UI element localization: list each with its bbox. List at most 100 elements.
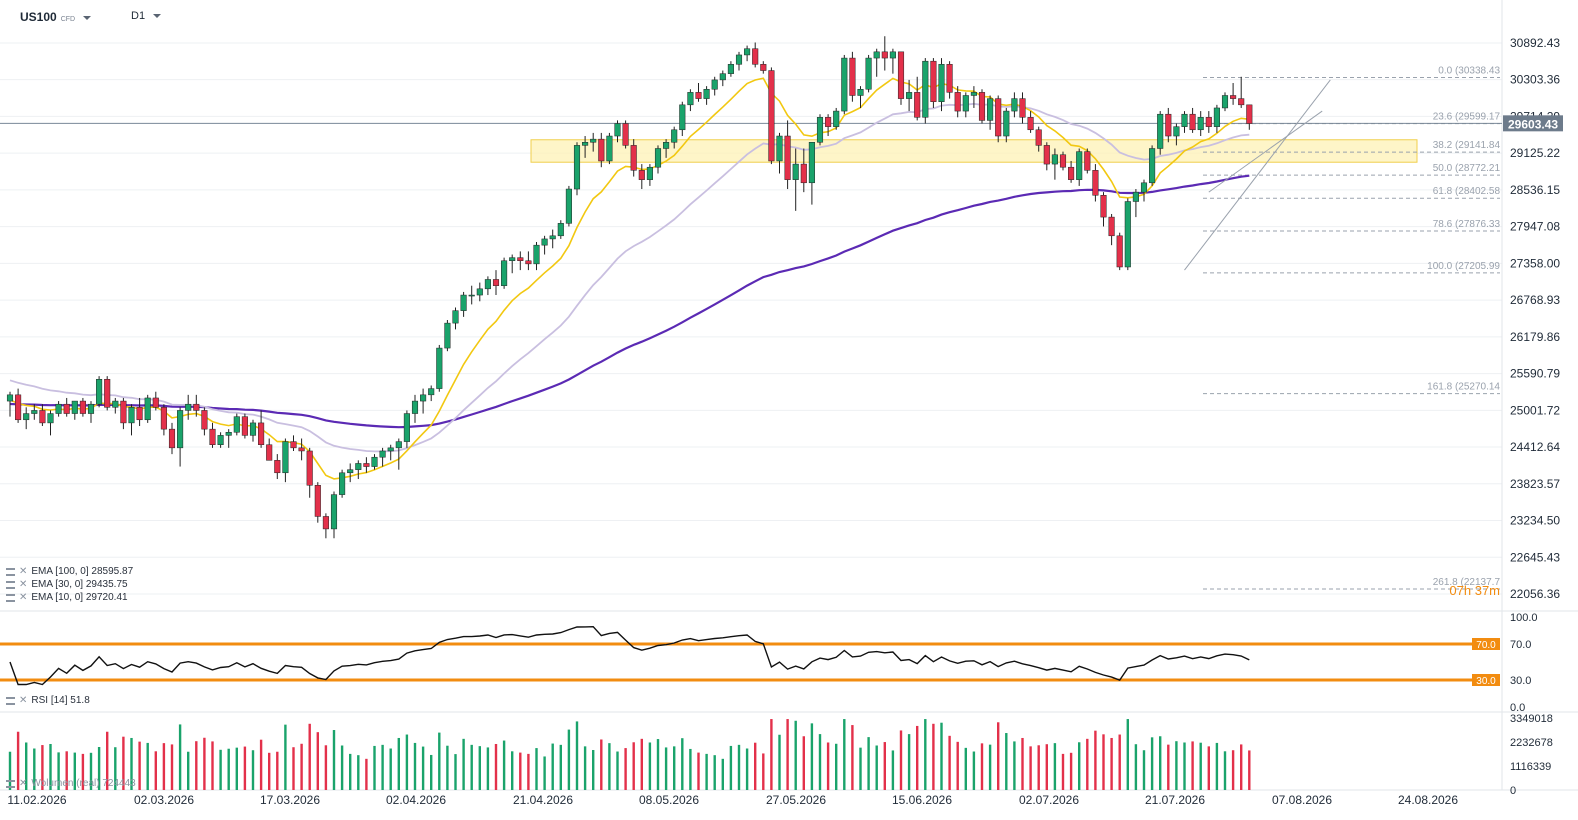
candle (152, 391, 159, 411)
volume-bar (97, 747, 101, 790)
candle-body (363, 463, 370, 467)
candle-body (217, 435, 224, 445)
candle-body (614, 123, 621, 137)
candle (881, 36, 888, 71)
candle-body (306, 450, 313, 486)
candle (104, 376, 111, 411)
candle (395, 438, 402, 470)
candle (6, 391, 14, 417)
candle (168, 422, 176, 455)
candle (573, 142, 581, 196)
candle-body (598, 138, 605, 162)
legend-ema10-label: EMA [10, 0] 29720.41 (31, 592, 128, 603)
close-icon[interactable]: ✕ (19, 566, 28, 577)
legend-ema100[interactable]: ✕ EMA [100, 0] 28595.87 (6, 566, 133, 577)
legend-rsi[interactable]: ✕ RSI [14] 51.8 (6, 695, 90, 706)
candle-body (849, 57, 856, 96)
candle (549, 229, 556, 249)
candle (792, 148, 799, 211)
price-axis-label: 30303.36 (1510, 73, 1560, 87)
volume-bar (494, 743, 498, 790)
close-icon[interactable]: ✕ (19, 592, 28, 603)
fib-level-label: 23.6 (29599.17 (1433, 112, 1501, 123)
volume-bar (405, 734, 409, 790)
volume-bar (592, 750, 595, 790)
close-icon[interactable]: ✕ (19, 695, 28, 706)
volume-bar (932, 723, 935, 790)
volume-bar (316, 732, 319, 790)
candle-body (1076, 151, 1083, 180)
volume-bar (778, 734, 781, 790)
menu-icon[interactable] (6, 696, 15, 705)
candle (55, 401, 62, 417)
rsi-level-tag-label: 70.0 (1476, 640, 1496, 651)
close-icon[interactable]: ✕ (19, 579, 28, 590)
grid-lines (0, 0, 1578, 791)
menu-icon[interactable] (6, 593, 15, 602)
volume-bar (89, 752, 93, 790)
candle (1181, 111, 1188, 133)
price-axis-label: 22056.36 (1510, 587, 1560, 601)
legend-ema30[interactable]: ✕ EMA [30, 0] 29435.75 (6, 579, 128, 590)
candle-body (760, 64, 767, 71)
candle-body (671, 129, 678, 143)
fib-level-label: 0.0 (30338.43 (1438, 65, 1500, 76)
candle (833, 107, 840, 130)
legend-ema10[interactable]: ✕ EMA [10, 0] 29720.41 (6, 592, 128, 603)
symbol-selector[interactable]: US100 CFD (20, 10, 92, 24)
volume-bar (656, 739, 660, 790)
timeframe-selector[interactable]: D1 (131, 10, 162, 22)
volume-bar (851, 725, 854, 790)
volume-bar (770, 719, 773, 790)
candle-body (403, 413, 410, 442)
price-axis[interactable]: 30892.4330303.3629714.2929125.2228536.15… (1449, 36, 1563, 601)
volume-bar (41, 745, 44, 790)
candle (1205, 111, 1212, 133)
volume-bar (1110, 737, 1113, 790)
candle (654, 145, 662, 174)
close-icon[interactable]: ✕ (19, 778, 28, 789)
candle-body (565, 188, 572, 224)
candle (606, 132, 613, 165)
candle-body (873, 51, 880, 59)
candle (298, 438, 305, 461)
candle (31, 404, 38, 420)
candle (622, 120, 629, 149)
menu-icon[interactable] (6, 779, 15, 788)
volume-bar (786, 719, 789, 790)
candle (1092, 164, 1099, 202)
candle-body (857, 88, 864, 96)
chevron-down-icon (83, 15, 92, 20)
menu-icon[interactable] (6, 567, 15, 576)
candle-body (897, 51, 905, 99)
fib-level-label: 78.6 (27876.33 (1433, 219, 1501, 230)
candle-body (525, 260, 532, 265)
volume-bar (1118, 734, 1121, 790)
trend-lines (1184, 79, 1331, 271)
date-axis[interactable]: 11.02.2026 02.03.2026 17.03.2026 02.04.2026… (7, 793, 1458, 807)
price-axis-label: 26768.93 (1510, 293, 1560, 307)
volume-bar (332, 730, 336, 790)
volume-bar (543, 756, 546, 790)
volume-bar (251, 750, 255, 790)
fib-level-label: 261.8 (22137.7 (1433, 577, 1501, 588)
legend-volume[interactable]: ✕ Wolumen (real) 724443 (6, 778, 136, 789)
candle-body (96, 378, 103, 405)
menu-icon[interactable] (6, 580, 15, 589)
volume-bar (340, 745, 344, 790)
volume-bar (73, 752, 76, 790)
candle (541, 235, 548, 255)
candle-body (233, 416, 240, 433)
volume-bar (826, 742, 830, 790)
candle-body (711, 79, 718, 90)
volume-bar (300, 743, 303, 790)
candle (63, 397, 70, 417)
candle (752, 42, 759, 68)
candle-body (800, 163, 807, 184)
candle (825, 114, 832, 137)
candle (266, 438, 273, 461)
volume-bar (948, 735, 951, 790)
current-price-label: 29603.43 (1508, 117, 1558, 131)
volume-axis-label: 2232678 (1510, 737, 1553, 749)
